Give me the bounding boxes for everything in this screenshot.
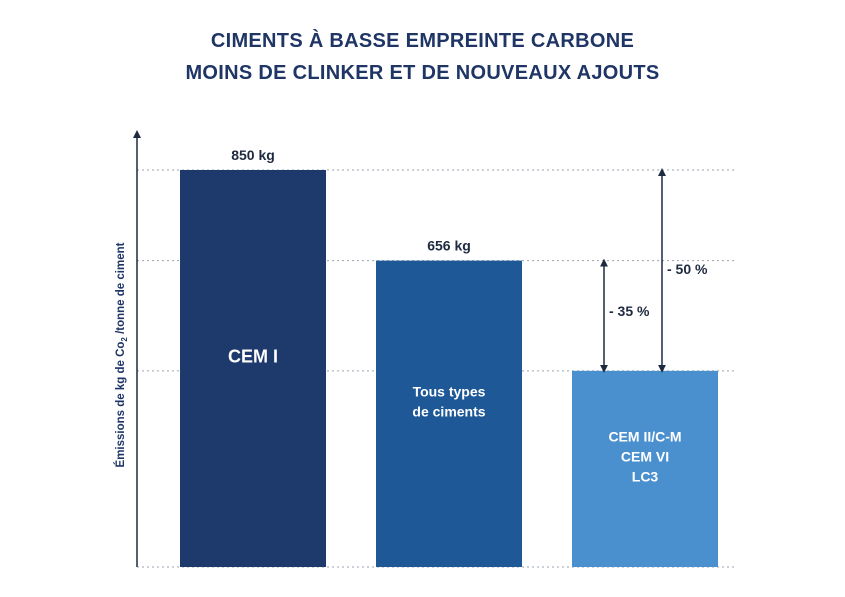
bar-category-label: CEM II/C-M [608, 429, 681, 445]
bar-category-label: de ciments [412, 403, 485, 419]
bar-value-label: 656 kg [427, 238, 471, 254]
bar-category-label: LC3 [632, 469, 659, 485]
bar-category-label: CEM VI [621, 449, 669, 465]
chart-title-line-1: CIMENTS À BASSE EMPREINTE CARBONE [210, 30, 635, 52]
bar-value-label: 850 kg [231, 147, 275, 163]
reduction-label: - 50 % [667, 261, 708, 277]
chart-title-line-2: MOINS DE CLINKER ET DE NOUVEAUX AJOUTS [185, 62, 660, 84]
bar [180, 170, 326, 567]
bar-category-label: Tous types [413, 383, 486, 399]
bar-category-label: CEM I [228, 347, 278, 367]
bar [572, 370, 718, 567]
reduction-label: - 35 % [609, 303, 650, 319]
bar [376, 260, 522, 567]
